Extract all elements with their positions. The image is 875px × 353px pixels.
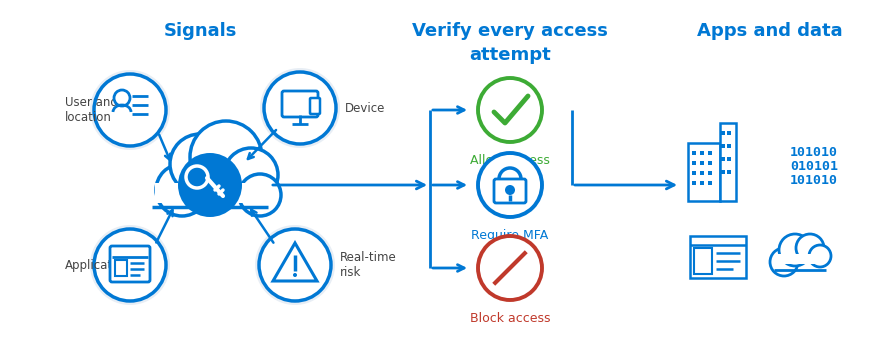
Text: User and
location: User and location [65, 96, 118, 124]
Circle shape [770, 248, 798, 276]
FancyBboxPatch shape [694, 248, 712, 274]
Circle shape [264, 72, 336, 144]
Circle shape [156, 164, 208, 216]
FancyBboxPatch shape [708, 171, 712, 175]
FancyBboxPatch shape [727, 157, 731, 161]
Text: Allow access: Allow access [470, 154, 550, 167]
Circle shape [178, 153, 242, 217]
FancyBboxPatch shape [155, 183, 265, 203]
Text: 101010: 101010 [790, 145, 838, 158]
Text: Apps and data: Apps and data [697, 22, 843, 40]
Circle shape [90, 70, 170, 150]
FancyBboxPatch shape [700, 181, 704, 185]
FancyBboxPatch shape [152, 180, 268, 206]
Text: Require MFA: Require MFA [472, 229, 549, 242]
Circle shape [478, 78, 542, 142]
Circle shape [114, 90, 130, 106]
Circle shape [478, 153, 542, 217]
FancyBboxPatch shape [720, 123, 736, 201]
Circle shape [224, 148, 278, 202]
Circle shape [259, 229, 331, 301]
FancyBboxPatch shape [700, 161, 704, 165]
FancyBboxPatch shape [708, 161, 712, 165]
Circle shape [796, 234, 824, 262]
FancyBboxPatch shape [721, 131, 725, 135]
FancyBboxPatch shape [700, 171, 704, 175]
Text: Device: Device [345, 102, 385, 114]
FancyBboxPatch shape [282, 91, 318, 117]
FancyBboxPatch shape [115, 260, 127, 276]
FancyBboxPatch shape [774, 252, 826, 270]
Circle shape [293, 273, 297, 277]
FancyBboxPatch shape [494, 179, 526, 203]
Text: Block access: Block access [470, 312, 550, 325]
FancyBboxPatch shape [721, 157, 725, 161]
Circle shape [505, 185, 515, 195]
Circle shape [190, 121, 262, 193]
FancyBboxPatch shape [688, 143, 720, 201]
FancyBboxPatch shape [727, 131, 731, 135]
Circle shape [186, 166, 208, 188]
Text: Real-time
risk: Real-time risk [340, 251, 396, 279]
Circle shape [260, 68, 340, 148]
Text: 101010: 101010 [790, 174, 838, 186]
Circle shape [94, 74, 166, 146]
FancyBboxPatch shape [708, 181, 712, 185]
FancyBboxPatch shape [721, 144, 725, 148]
Circle shape [192, 172, 202, 182]
Circle shape [94, 229, 166, 301]
FancyBboxPatch shape [692, 181, 696, 185]
FancyBboxPatch shape [727, 170, 731, 174]
FancyBboxPatch shape [692, 161, 696, 165]
Circle shape [809, 245, 831, 267]
FancyBboxPatch shape [721, 170, 725, 174]
FancyBboxPatch shape [690, 236, 746, 278]
FancyBboxPatch shape [727, 144, 731, 148]
Circle shape [255, 225, 335, 305]
FancyBboxPatch shape [700, 151, 704, 155]
FancyBboxPatch shape [692, 171, 696, 175]
FancyBboxPatch shape [776, 254, 824, 264]
Circle shape [478, 236, 542, 300]
FancyBboxPatch shape [708, 151, 712, 155]
Text: Application: Application [65, 258, 131, 271]
Circle shape [170, 134, 230, 194]
Circle shape [779, 234, 811, 266]
FancyBboxPatch shape [692, 151, 696, 155]
Circle shape [239, 174, 281, 216]
FancyBboxPatch shape [110, 246, 150, 282]
FancyBboxPatch shape [310, 98, 320, 114]
Circle shape [90, 225, 170, 305]
Text: 010101: 010101 [790, 160, 838, 173]
Text: Verify every access
attempt: Verify every access attempt [412, 22, 608, 64]
Text: Signals: Signals [164, 22, 236, 40]
